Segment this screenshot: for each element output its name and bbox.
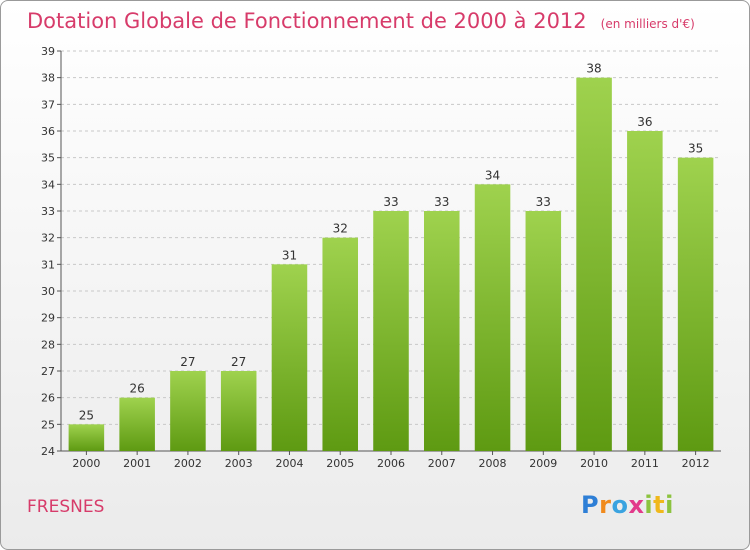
value-label-2007: 33: [434, 195, 449, 209]
x-tick-labels: 2000 2001 2002 2003 2004 2005 2006 2007 2008 2009…: [72, 457, 709, 470]
x-tick-label-2012: 2012: [682, 457, 710, 470]
chart-title-text: Dotation Globale de Fonctionnement de 20…: [27, 9, 587, 33]
bar-2003: [220, 371, 257, 451]
bar-2010: [576, 77, 612, 452]
bar-2000: [68, 424, 105, 451]
x-tick-label-2006: 2006: [377, 457, 405, 470]
value-label-2012: 35: [688, 142, 703, 156]
y-tick-label: 37: [41, 98, 55, 111]
x-tick-label-2000: 2000: [72, 457, 100, 470]
value-label-2010: 38: [586, 62, 601, 76]
y-tick-label: 28: [41, 338, 55, 351]
value-labels: 25 26 27 27 31 32 33 33 34 33 38 36 35: [79, 62, 704, 423]
bars: [68, 77, 714, 452]
x-tick-label-2009: 2009: [529, 457, 557, 470]
value-label-2008: 34: [485, 168, 500, 182]
value-label-2009: 33: [536, 195, 551, 209]
y-tick-label: 24: [41, 445, 55, 458]
y-tick-label: 30: [41, 285, 55, 298]
value-label-2001: 26: [130, 382, 145, 396]
chart-subtitle: (en milliers d'€): [600, 17, 695, 31]
commune-name: FRESNES: [27, 497, 105, 517]
y-tick-labels: 24 25 26 27 28 29 30 31 32 33 34 35 36 37 38 39: [41, 45, 55, 458]
y-tick-label: 25: [41, 418, 55, 431]
x-tick-label-2002: 2002: [174, 457, 202, 470]
y-tick-label: 29: [41, 312, 55, 325]
value-label-2000: 25: [79, 408, 94, 422]
value-label-2005: 32: [333, 222, 348, 236]
y-tick-label: 34: [41, 178, 55, 191]
x-tick-label-2011: 2011: [631, 457, 659, 470]
value-label-2002: 27: [180, 355, 195, 369]
x-tick-label-2008: 2008: [479, 457, 507, 470]
value-label-2003: 27: [231, 355, 246, 369]
value-label-2004: 31: [282, 248, 297, 262]
bar-2012: [677, 157, 714, 451]
bar-2004: [271, 264, 308, 451]
y-tick-label: 35: [41, 152, 55, 165]
value-label-2011: 36: [637, 115, 652, 129]
x-tick-label-2003: 2003: [225, 457, 253, 470]
chart-title: Dotation Globale de Fonctionnement de 20…: [27, 9, 695, 33]
bar-2007: [424, 211, 460, 451]
bar-2011: [627, 131, 663, 451]
y-tick-label: 26: [41, 392, 55, 405]
x-tick-label-2005: 2005: [326, 457, 354, 470]
bar-2006: [373, 211, 409, 451]
y-tick-label: 32: [41, 232, 55, 245]
x-tick-label-2010: 2010: [580, 457, 608, 470]
x-tick-label-2004: 2004: [275, 457, 303, 470]
y-tick-label: 38: [41, 72, 55, 85]
y-tick-label: 39: [41, 45, 55, 58]
bar-2008: [474, 184, 511, 452]
y-tick-label: 33: [41, 205, 55, 218]
x-tick-label-2001: 2001: [123, 457, 151, 470]
y-tick-label: 31: [41, 258, 55, 271]
bar-2005: [322, 237, 358, 451]
y-tick-label: 36: [41, 125, 55, 138]
bar-2002: [170, 371, 206, 451]
bar-2001: [119, 397, 155, 451]
x-tick-label-2007: 2007: [428, 457, 456, 470]
y-tick-label: 27: [41, 365, 55, 378]
bar-2009: [525, 211, 562, 451]
proxiti-logo[interactable]: Proxiti: [581, 491, 674, 519]
value-label-2006: 33: [383, 195, 398, 209]
